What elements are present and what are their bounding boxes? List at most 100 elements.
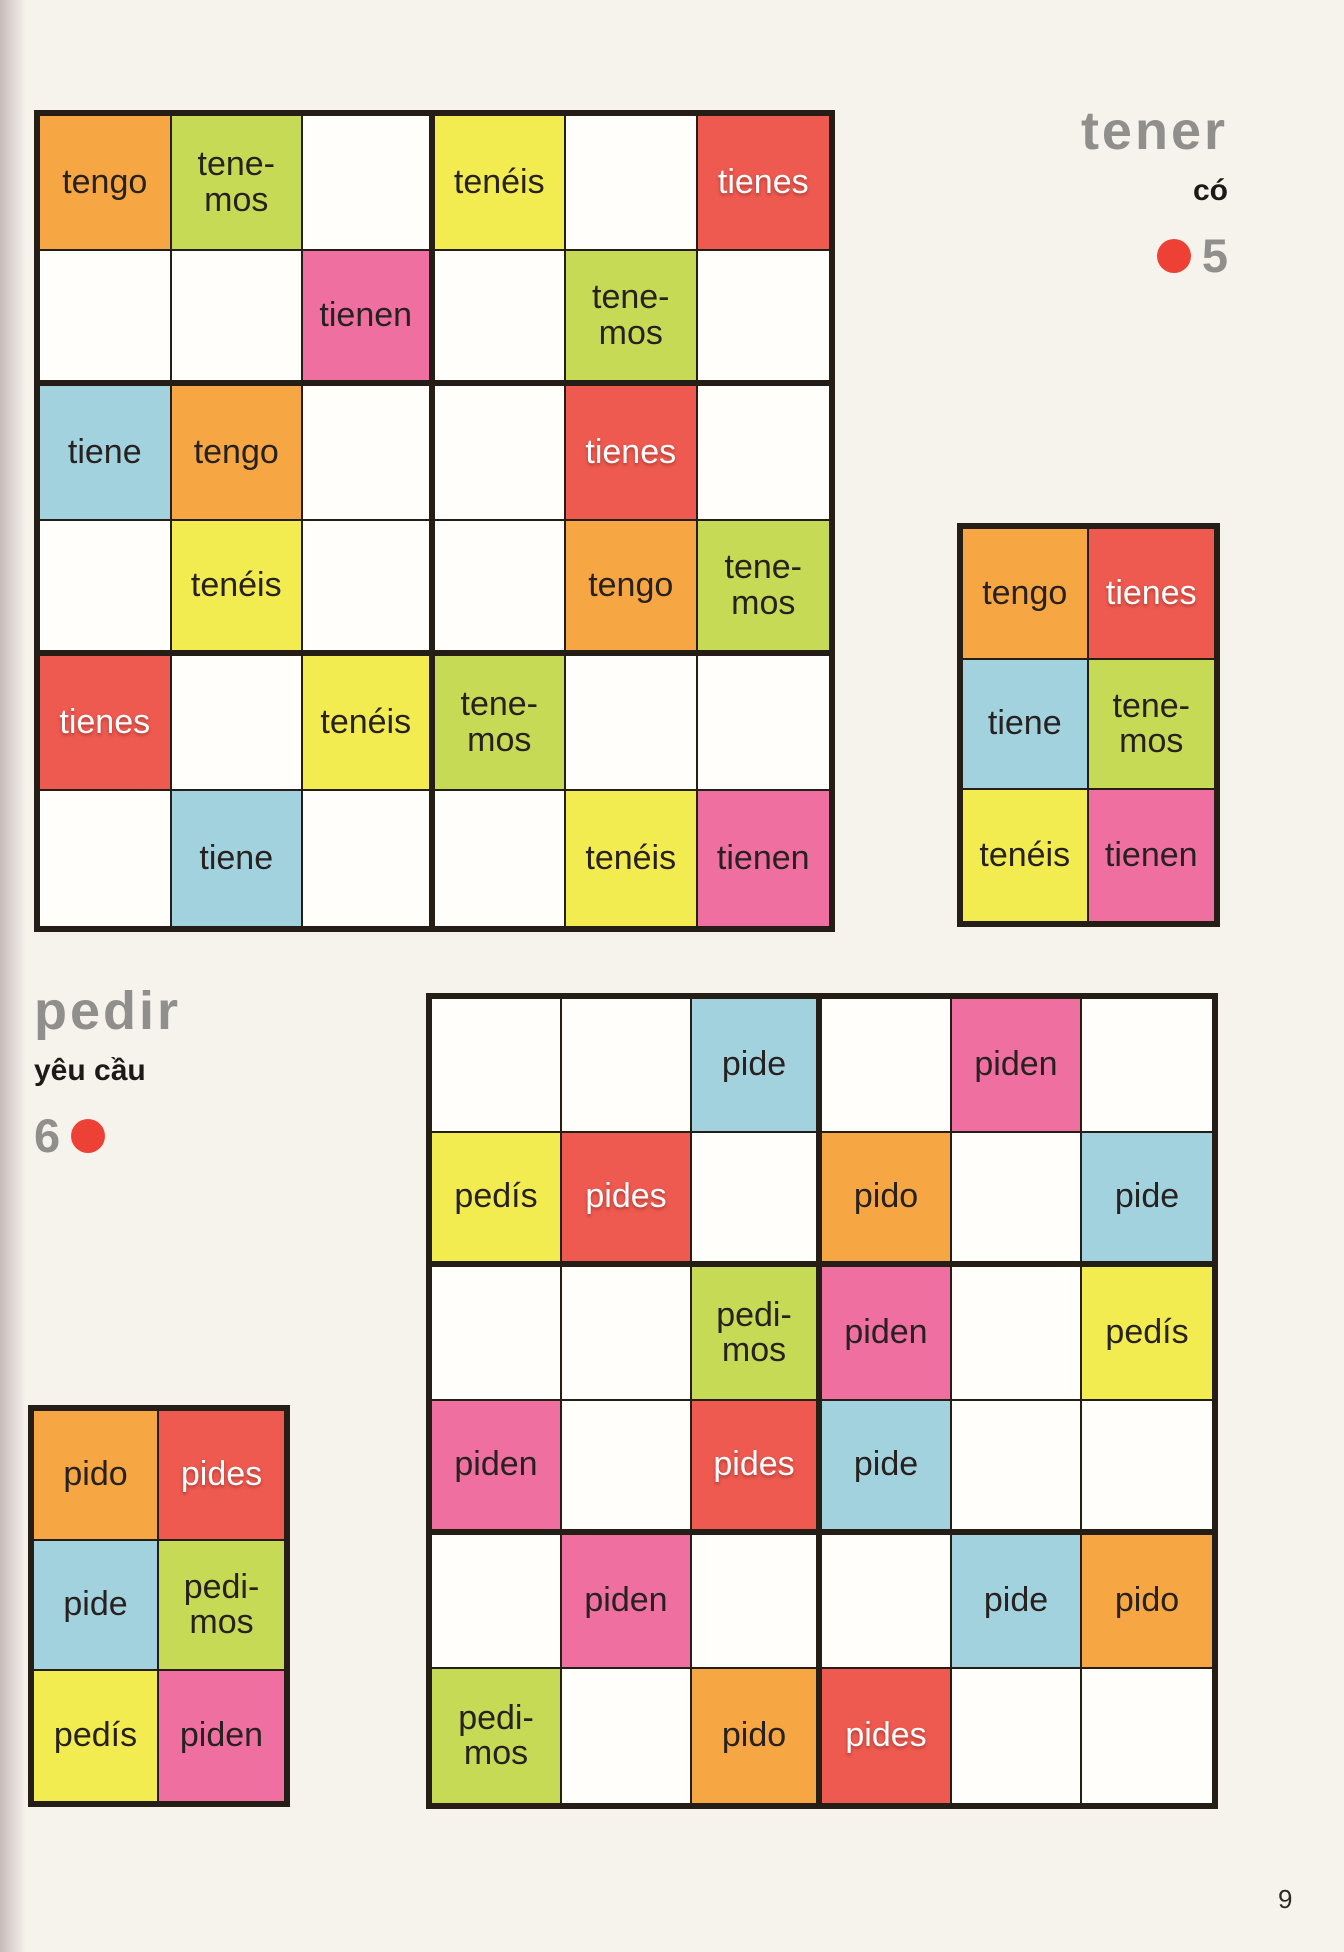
tener-large-cell-r3c5: tienes <box>566 386 698 521</box>
tener-exercise-marker: 5 <box>1156 229 1228 282</box>
pedir-large-cell-r6c1: pedi- mos <box>432 1669 562 1803</box>
pedir-small-cell-r1c1: pido <box>34 1411 159 1541</box>
tener-exercise-number: 5 <box>1201 229 1228 282</box>
pedir-large-cell-r2c5 <box>952 1133 1082 1267</box>
pedir-large-cell-r3c1 <box>432 1267 562 1401</box>
pedir-large-cell-r1c5: piden <box>952 999 1082 1133</box>
pedir-exercise-marker: 6 <box>34 1109 106 1162</box>
tener-large-cell-r4c5: tengo <box>566 521 698 656</box>
pedir-exercise-number: 6 <box>34 1109 61 1162</box>
pedir-large-cell-r2c2: pides <box>562 1133 692 1267</box>
tener-large-cell-r5c6 <box>697 656 829 791</box>
tener-large-cell-r1c4: tenéis <box>434 116 566 251</box>
tener-small-cell-r1c2: tienes <box>1088 529 1214 660</box>
tener-large-cell-r5c5 <box>566 656 698 791</box>
tener-large-cell-r6c6: tienen <box>697 791 829 926</box>
tener-small-cell-r3c2: tienen <box>1088 790 1214 921</box>
pedir-large-cell-r6c5 <box>952 1669 1082 1803</box>
pedir-large-cell-r4c1: piden <box>432 1401 562 1535</box>
tener-large-cell-r4c4 <box>434 521 566 656</box>
pedir-large-cell-r4c5 <box>952 1401 1082 1535</box>
pedir-large-cell-r1c1 <box>432 999 562 1133</box>
tener-large-cell-r5c3: tenéis <box>303 656 435 791</box>
tener-large-cell-r6c3 <box>303 791 435 926</box>
tener-small-cell-r2c1: tiene <box>963 659 1089 791</box>
pedir-large-cell-r3c3: pedi- mos <box>692 1267 822 1401</box>
tener-large-cell-r2c5: tene- mos <box>566 251 698 386</box>
pedir-large-cell-r3c2 <box>562 1267 692 1401</box>
pedir-large-cell-r1c4 <box>822 999 952 1133</box>
tener-large-cell-r1c3 <box>303 116 435 251</box>
pedir-answer-grid: pido pides pide pedi- mos pedís piden <box>28 1405 290 1807</box>
pedir-large-cell-r5c3 <box>692 1535 822 1669</box>
pedir-small-cell-r3c2: piden <box>159 1671 284 1801</box>
pedir-translation: yêu cầu <box>34 1054 146 1087</box>
pedir-small-cell-r2c2: pedi- mos <box>159 1541 284 1671</box>
tener-large-cell-r1c1: tengo <box>40 116 172 251</box>
tener-large-cell-r3c3 <box>303 386 435 521</box>
pedir-large-cell-r5c4 <box>822 1535 952 1669</box>
tener-small-cell-r1c1: tengo <box>963 529 1089 660</box>
tener-large-cell-r5c2 <box>171 656 303 791</box>
pedir-title: pedir <box>34 981 182 1041</box>
tener-large-cell-r2c4 <box>434 251 566 386</box>
pedir-large-cell-r6c2 <box>562 1669 692 1803</box>
pedir-large-cell-r5c2: piden <box>562 1535 692 1669</box>
tener-small-cell-r3c1: tenéis <box>963 790 1089 921</box>
tener-large-cell-r2c6 <box>697 251 829 386</box>
pedir-large-cell-r4c4: pide <box>822 1401 952 1535</box>
tener-large-cell-r2c2 <box>171 251 303 386</box>
tener-large-cell-r3c2: tengo <box>171 386 303 521</box>
red-dot-icon <box>71 1118 106 1153</box>
tener-large-cell-r2c3: tienen <box>303 251 435 386</box>
tener-large-cell-r5c1: tienes <box>40 656 172 791</box>
tener-large-cell-r2c1 <box>40 251 172 386</box>
tener-large-cell-r6c2: tiene <box>171 791 303 926</box>
tener-large-cell-r6c5: tenéis <box>566 791 698 926</box>
pedir-large-cell-r2c4: pido <box>822 1133 952 1267</box>
pedir-large-grid: pide piden pedís pides pido pide pedi- mos pide… <box>426 993 1218 1809</box>
page-number: 9 <box>1278 1884 1293 1914</box>
pedir-small-cell-r2c1: pide <box>34 1541 159 1671</box>
pedir-small-cell-r1c2: pides <box>159 1411 284 1541</box>
tener-large-cell-r1c6: tienes <box>697 116 829 251</box>
pedir-large-cell-r4c3: pides <box>692 1401 822 1535</box>
tener-large-cell-r5c4: tene- mos <box>434 656 566 791</box>
tener-small-cell-r2c2: tene- mos <box>1088 659 1214 791</box>
tener-large-cell-r1c2: tene- mos <box>171 116 303 251</box>
tener-large-cell-r3c4 <box>434 386 566 521</box>
pedir-large-cell-r5c6: pido <box>1082 1535 1212 1669</box>
pedir-large-cell-r6c3: pido <box>692 1669 822 1803</box>
tener-large-cell-r3c1: tiene <box>40 386 172 521</box>
tener-large-cell-r4c6: tene- mos <box>697 521 829 656</box>
pedir-large-cell-r1c2 <box>562 999 692 1133</box>
tener-large-cell-r4c1 <box>40 521 172 656</box>
pedir-large-cell-r1c3: pide <box>692 999 822 1133</box>
pedir-large-cell-r4c2 <box>562 1401 692 1535</box>
pedir-large-cell-r2c3 <box>692 1133 822 1267</box>
pedir-large-cell-r6c4: pides <box>822 1669 952 1803</box>
tener-large-grid: tengo tene- mos tenéis tienes tienen tene- mo… <box>34 110 835 932</box>
pedir-large-cell-r5c5: pide <box>952 1535 1082 1669</box>
tener-large-cell-r6c1 <box>40 791 172 926</box>
pedir-large-cell-r4c6 <box>1082 1401 1212 1535</box>
tener-large-cell-r4c2: tenéis <box>171 521 303 656</box>
tener-translation: có <box>1192 174 1228 207</box>
tener-large-cell-r6c4 <box>434 791 566 926</box>
pedir-large-cell-r2c1: pedís <box>432 1133 562 1267</box>
tener-large-cell-r1c5 <box>566 116 698 251</box>
pedir-small-cell-r3c1: pedís <box>34 1671 159 1801</box>
pedir-large-cell-r5c1 <box>432 1535 562 1669</box>
red-dot-icon <box>1156 238 1191 273</box>
tener-large-cell-r4c3 <box>303 521 435 656</box>
pedir-header: pedir yêu cầu 6 <box>34 984 181 1159</box>
pedir-large-cell-r3c4: piden <box>822 1267 952 1401</box>
pedir-large-cell-r1c6 <box>1082 999 1212 1133</box>
pedir-large-cell-r2c6: pide <box>1082 1133 1212 1267</box>
tener-header: tener có 5 <box>1081 104 1228 279</box>
pedir-large-cell-r6c6 <box>1082 1669 1212 1803</box>
pedir-large-cell-r3c6: pedís <box>1082 1267 1212 1401</box>
tener-answer-grid: tengo tienes tiene tene- mos tenéis tienen <box>957 523 1220 927</box>
tener-title: tener <box>1080 101 1228 161</box>
tener-large-cell-r3c6 <box>697 386 829 521</box>
